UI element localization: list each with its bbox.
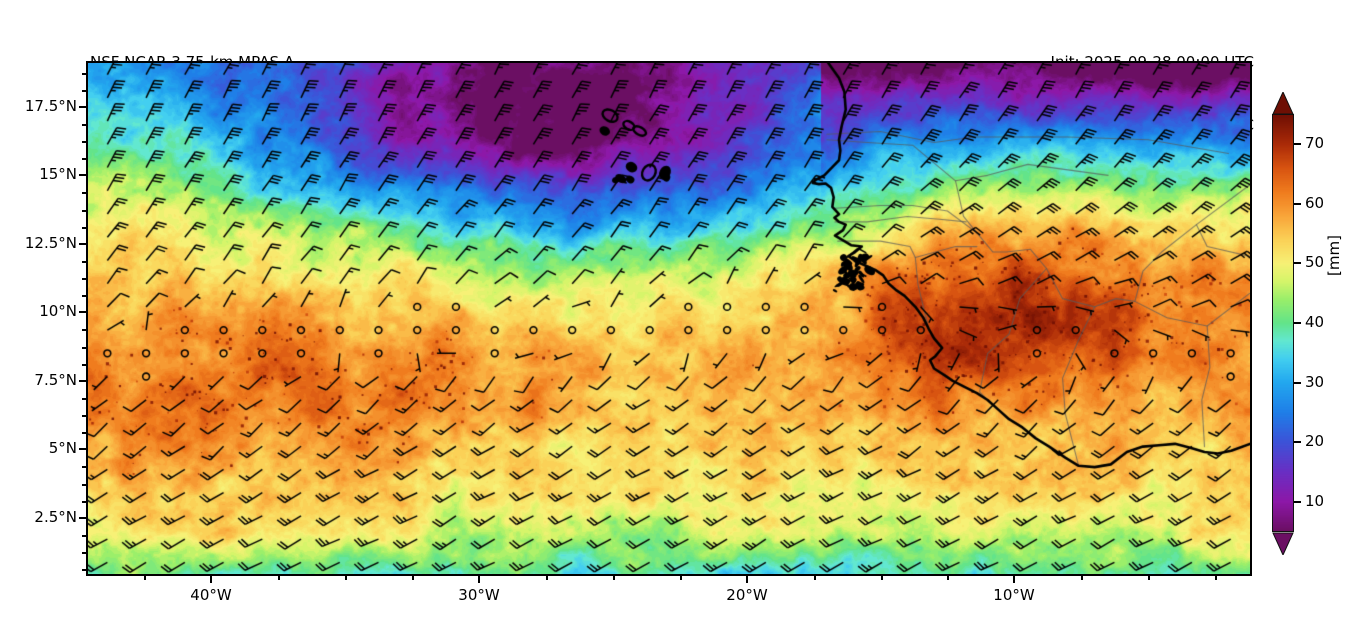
colorbar-tick <box>1294 501 1301 503</box>
colorbar-tick-label: 50 <box>1305 253 1325 271</box>
colorbar-frame <box>1272 114 1294 532</box>
x-axis-tick <box>746 576 748 583</box>
y-axis-minor-tick <box>82 90 86 92</box>
y-axis-minor-tick <box>82 552 86 554</box>
y-axis-minor-tick <box>82 73 86 75</box>
y-axis-tick-label: 10°N <box>39 302 77 320</box>
x-axis-minor-tick <box>546 576 548 580</box>
y-axis-tick <box>79 517 86 519</box>
y-axis-minor-tick <box>82 432 86 434</box>
y-axis-minor-tick <box>82 569 86 571</box>
colorbar-tick-label: 20 <box>1305 432 1325 450</box>
y-axis-minor-tick <box>82 484 86 486</box>
x-axis-minor-tick <box>1081 576 1083 580</box>
y-axis-minor-tick <box>82 364 86 366</box>
colorbar-tick <box>1294 441 1301 443</box>
map-plot-area <box>86 61 1252 576</box>
colorbar-tick-label: 10 <box>1305 492 1325 510</box>
x-axis-tick <box>1013 576 1015 583</box>
x-axis-minor-tick <box>1148 576 1150 580</box>
colorbar-tick <box>1294 143 1301 145</box>
x-axis-minor-tick <box>947 576 949 580</box>
y-axis-minor-tick <box>82 261 86 263</box>
y-axis-tick-label: 2.5°N <box>34 508 77 526</box>
y-axis-tick-label: 12.5°N <box>24 234 77 252</box>
colorbar-tick <box>1294 262 1301 264</box>
y-axis-minor-tick <box>82 398 86 400</box>
y-axis-tick-label: 7.5°N <box>34 371 77 389</box>
y-axis-minor-tick <box>82 210 86 212</box>
colorbar-bottom-arrow <box>1272 532 1294 555</box>
colorbar-tick <box>1294 322 1301 324</box>
y-axis-minor-tick <box>82 141 86 143</box>
colorbar-tick <box>1294 382 1301 384</box>
y-axis-tick-label: 5°N <box>48 439 77 457</box>
x-axis-minor-tick <box>613 576 615 580</box>
x-axis-minor-tick <box>814 576 816 580</box>
y-axis-minor-tick <box>82 278 86 280</box>
y-axis-tick <box>79 243 86 245</box>
y-axis-minor-tick <box>82 329 86 331</box>
x-axis-minor-tick <box>412 576 414 580</box>
y-axis-minor-tick <box>82 295 86 297</box>
colorbar-tick-label: 70 <box>1305 134 1325 152</box>
y-axis-minor-tick <box>82 158 86 160</box>
y-axis-minor-tick <box>82 227 86 229</box>
y-axis-minor-tick <box>82 124 86 126</box>
y-axis-tick <box>79 448 86 450</box>
colorbar-tick-label: 40 <box>1305 313 1325 331</box>
y-axis-minor-tick <box>82 415 86 417</box>
x-axis-tick <box>478 576 480 583</box>
x-axis-tick-label: 20°W <box>726 586 768 604</box>
colorbar <box>1272 92 1294 555</box>
x-axis-minor-tick <box>144 576 146 580</box>
x-axis-tick-label: 30°W <box>458 586 500 604</box>
x-axis-minor-tick <box>1215 576 1217 580</box>
x-axis-minor-tick <box>278 576 280 580</box>
colorbar-top-arrow <box>1272 92 1294 115</box>
y-axis-minor-tick <box>82 347 86 349</box>
colorbar-tick-label: 30 <box>1305 373 1325 391</box>
y-axis-tick-label: 15°N <box>39 165 77 183</box>
y-axis-minor-tick <box>82 192 86 194</box>
x-axis-tick-label: 40°W <box>190 586 232 604</box>
x-axis-minor-tick <box>345 576 347 580</box>
x-axis-tick-label: 10°W <box>993 586 1035 604</box>
y-axis-tick <box>79 380 86 382</box>
y-axis-minor-tick <box>82 466 86 468</box>
colorbar-unit-label: [mm] <box>1325 235 1343 276</box>
x-axis-minor-tick <box>881 576 883 580</box>
precipitable-water-field <box>88 63 1250 574</box>
colorbar-tick <box>1294 203 1301 205</box>
y-axis-tick-label: 17.5°N <box>24 97 77 115</box>
y-axis-minor-tick <box>82 535 86 537</box>
y-axis-minor-tick <box>82 501 86 503</box>
colorbar-gradient <box>1272 114 1294 532</box>
y-axis-tick <box>79 106 86 108</box>
y-axis-tick <box>79 174 86 176</box>
colorbar-tick-label: 60 <box>1305 194 1325 212</box>
y-axis-tick <box>79 311 86 313</box>
x-axis-tick <box>210 576 212 583</box>
x-axis-minor-tick <box>680 576 682 580</box>
